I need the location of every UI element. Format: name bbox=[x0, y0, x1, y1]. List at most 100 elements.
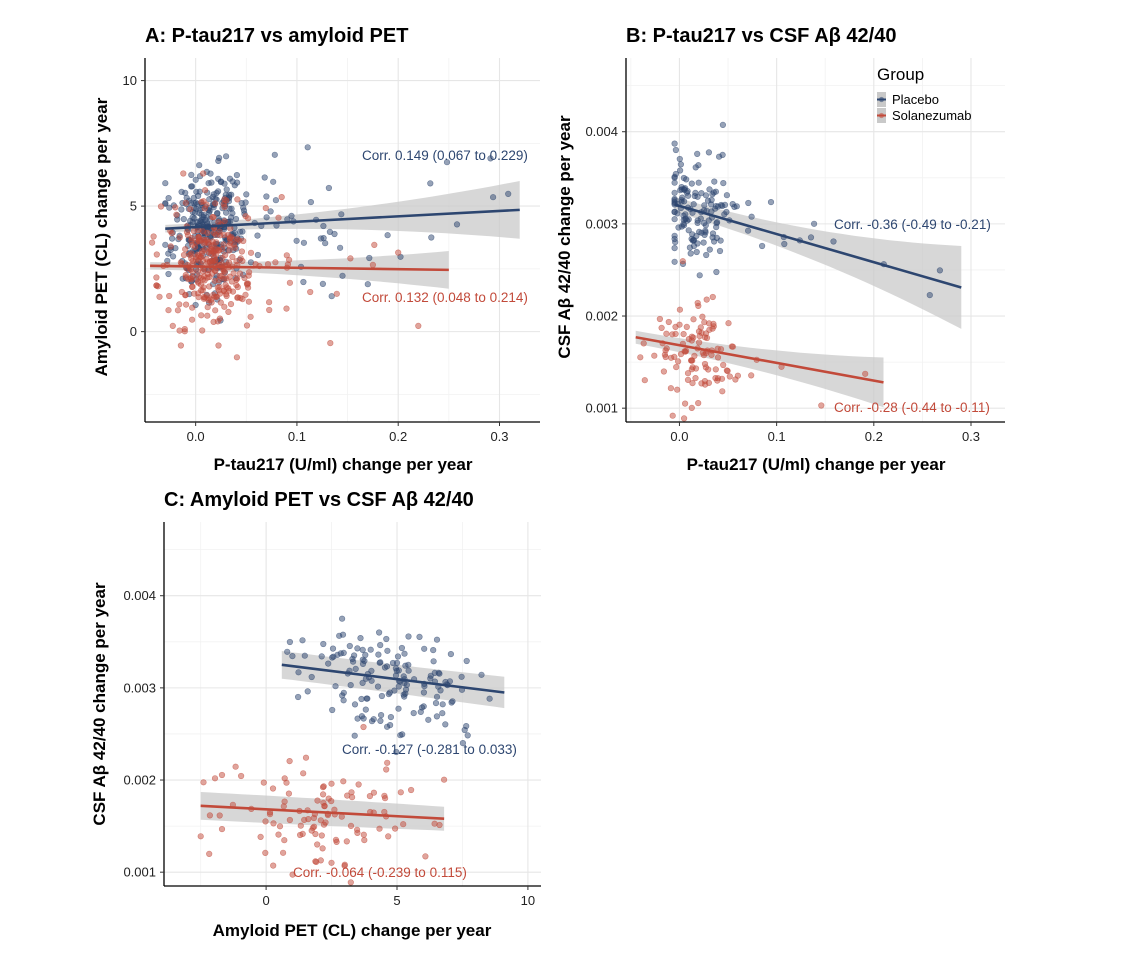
panel-a-point-solanezumab-127 bbox=[183, 301, 190, 308]
panel-c-point-placebo-134 bbox=[289, 652, 296, 660]
panel-a-point-placebo-319 bbox=[162, 180, 169, 187]
panel-a-point-solanezumab-197 bbox=[204, 267, 212, 274]
panel-a-point-solanezumab-131 bbox=[307, 288, 314, 296]
panel-a-point-solanezumab-30 bbox=[176, 234, 183, 241]
panel-a-point-solanezumab-176 bbox=[220, 241, 227, 248]
panel-b-point-placebo-142 bbox=[682, 215, 689, 222]
panel-c-point-placebo-114 bbox=[403, 681, 411, 689]
panel-b-xlabel: P-tau217 (U/ml) change per year bbox=[687, 455, 946, 474]
panel-b-point-solanezumab-34 bbox=[729, 343, 737, 350]
panel-c-point-placebo-85 bbox=[402, 690, 409, 697]
panel-a-point-placebo-116 bbox=[192, 176, 199, 183]
panel-c-point-placebo-105 bbox=[378, 692, 386, 700]
panel-c-x-tick-label-2: 10 bbox=[521, 893, 535, 908]
panel-b-point-placebo-41 bbox=[700, 239, 707, 246]
panel-a-point-placebo-213 bbox=[162, 241, 169, 248]
panel-b-point-solanezumab-51 bbox=[705, 366, 712, 373]
panel-a-point-placebo-132 bbox=[205, 180, 212, 187]
panel-c-point-placebo-126 bbox=[386, 689, 394, 696]
panel-b-point-solanezumab-98 bbox=[714, 354, 722, 361]
panel-b-point-solanezumab-99 bbox=[709, 325, 716, 332]
panel-a-point-solanezumab-289 bbox=[169, 322, 176, 330]
legend-key-placebo-point bbox=[878, 96, 885, 103]
panel-a-axes bbox=[144, 58, 540, 423]
panel-c-y-tick-label-2: 0.003 bbox=[123, 680, 156, 695]
panel-c-point-solanezumab-93 bbox=[322, 819, 329, 826]
panel-a-point-solanezumab-144 bbox=[238, 248, 245, 255]
panel-b-point-solanezumab-49 bbox=[684, 370, 692, 377]
panel-c-point-placebo-70 bbox=[350, 658, 357, 665]
panel-a-point-placebo-178 bbox=[214, 210, 221, 217]
panel-c-axes bbox=[163, 522, 541, 887]
panel-a-point-solanezumab-166 bbox=[177, 259, 184, 266]
panel-c-point-solanezumab-30 bbox=[314, 841, 321, 848]
panel-b-point-placebo-43 bbox=[719, 151, 726, 158]
panel-b-point-placebo-83 bbox=[692, 164, 699, 171]
panel-a-point-solanezumab-256 bbox=[247, 313, 254, 320]
panel-c-point-solanezumab-86 bbox=[320, 791, 327, 798]
panel-b-fit-line-solanezumab bbox=[635, 335, 884, 384]
panel-a-x-tick-label-3: 0.3 bbox=[490, 429, 508, 444]
panel-c-point-placebo-11 bbox=[398, 644, 406, 652]
panel-b-ylabel: CSF Aβ 42/40 change per year bbox=[555, 115, 574, 359]
panel-c-point-placebo-16 bbox=[463, 657, 470, 665]
panel-b-point-placebo-117 bbox=[684, 192, 692, 199]
panel-b-point-solanezumab-101 bbox=[641, 377, 648, 384]
panel-a-point-solanezumab-85 bbox=[266, 306, 273, 314]
panel-a-point-solanezumab-187 bbox=[204, 312, 211, 319]
panel-c-fit-line-solanezumab bbox=[200, 804, 445, 821]
panel-a-point-solanezumab-222 bbox=[236, 270, 244, 277]
panel-b-point-placebo-86 bbox=[671, 258, 678, 265]
panel-a-point-placebo-216 bbox=[366, 254, 373, 262]
panel-a-point-solanezumab-68 bbox=[176, 301, 183, 308]
panel-b-point-solanezumab-77 bbox=[694, 299, 701, 307]
panel-a-point-solanezumab-246 bbox=[221, 268, 228, 276]
panel-a-point-placebo-295 bbox=[189, 214, 196, 221]
panel-a-point-placebo-96 bbox=[223, 153, 230, 160]
panel-c-point-solanezumab-18 bbox=[257, 833, 264, 841]
panel-a-point-solanezumab-290 bbox=[217, 290, 224, 297]
panel-b-y-tick-label-0: 0.001 bbox=[585, 401, 618, 416]
panel-b-point-solanezumab-86 bbox=[679, 258, 686, 265]
panel-b-point-placebo-82 bbox=[719, 202, 726, 210]
panel-a-point-solanezumab-3 bbox=[172, 204, 179, 211]
panel-b-point-placebo-99 bbox=[675, 224, 682, 231]
panel-a-point-solanezumab-210 bbox=[194, 268, 201, 275]
panel-b-point-placebo-132 bbox=[680, 222, 688, 229]
panel-a-point-placebo-289 bbox=[243, 191, 250, 198]
panel-c-point-placebo-1 bbox=[362, 706, 369, 713]
panel-c-point-solanezumab-100 bbox=[328, 797, 335, 805]
panel-a-point-solanezumab-26 bbox=[234, 196, 241, 203]
panel-b-point-placebo-85 bbox=[729, 201, 736, 208]
panel-a-point-placebo-191 bbox=[288, 212, 295, 219]
panel-b-point-solanezumab-67 bbox=[672, 323, 679, 331]
panel-c-point-placebo-138 bbox=[393, 667, 400, 675]
panel-b-point-placebo-70 bbox=[706, 246, 713, 253]
panel-a-point-placebo-174 bbox=[223, 186, 230, 193]
panel-a-point-solanezumab-190 bbox=[177, 342, 184, 349]
panel-c-point-placebo-80 bbox=[394, 653, 402, 660]
panel-a-point-placebo-318 bbox=[196, 188, 203, 195]
panel-c-point-solanezumab-35 bbox=[206, 812, 213, 819]
panel-a-point-placebo-69 bbox=[453, 221, 461, 228]
panel-c-point-solanezumab-89 bbox=[422, 853, 429, 860]
panel-b-y-tick-label-2: 0.003 bbox=[585, 216, 618, 231]
panel-c-point-placebo-113 bbox=[401, 650, 408, 657]
panel-b-point-placebo-147 bbox=[744, 227, 752, 234]
panel-b-point-solanezumab-105 bbox=[660, 368, 668, 375]
panel-a-point-solanezumab-265 bbox=[222, 281, 229, 289]
panel-a-point-placebo-67 bbox=[319, 280, 327, 288]
panel-c-point-placebo-111 bbox=[384, 647, 391, 654]
panel-c-point-solanezumab-101 bbox=[319, 784, 327, 791]
panel-a-point-placebo-201 bbox=[325, 184, 333, 192]
panel-c-point-placebo-51 bbox=[304, 688, 311, 695]
panel-b-point-solanezumab-80 bbox=[692, 375, 699, 382]
panel-a-point-solanezumab-45 bbox=[187, 206, 194, 213]
panel-b-point-placebo-31 bbox=[685, 227, 692, 234]
panel-c-point-solanezumab-20 bbox=[276, 823, 284, 830]
panel-a-point-solanezumab-10 bbox=[333, 290, 340, 297]
panel-c-point-solanezumab-71 bbox=[347, 822, 355, 830]
panel-c-point-solanezumab-13 bbox=[370, 789, 378, 796]
panel-a-y-tick-label-0: 0 bbox=[130, 324, 137, 339]
panel-a-point-placebo-145 bbox=[320, 222, 327, 230]
